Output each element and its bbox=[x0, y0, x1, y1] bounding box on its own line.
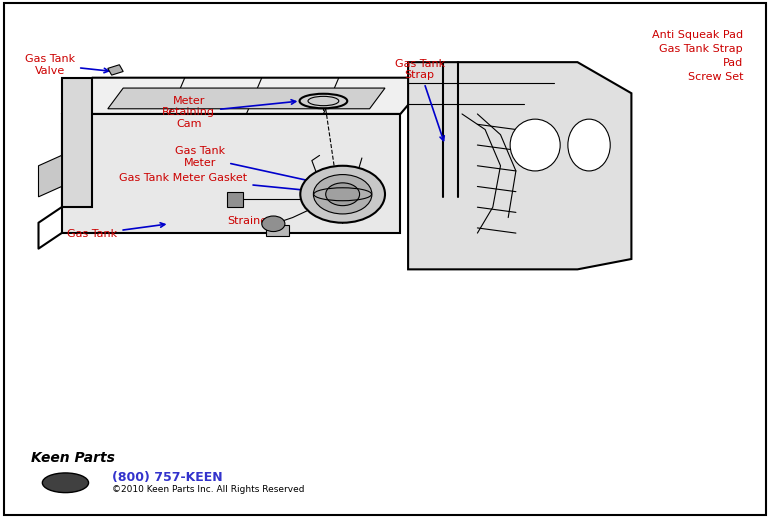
Text: Gas Tank Strap: Gas Tank Strap bbox=[659, 44, 743, 54]
Polygon shape bbox=[38, 155, 62, 197]
Polygon shape bbox=[62, 114, 400, 233]
Text: Screw Set: Screw Set bbox=[688, 72, 743, 82]
Text: Keen Parts: Keen Parts bbox=[31, 451, 115, 466]
Text: Gas Tank: Gas Tank bbox=[67, 223, 165, 239]
Circle shape bbox=[262, 216, 285, 232]
Text: Gas Tank Meter Gasket: Gas Tank Meter Gasket bbox=[119, 173, 326, 194]
Polygon shape bbox=[62, 78, 92, 207]
Polygon shape bbox=[227, 192, 243, 207]
Polygon shape bbox=[408, 62, 631, 269]
Ellipse shape bbox=[510, 119, 560, 171]
Ellipse shape bbox=[568, 119, 610, 171]
Text: (800) 757-KEEN: (800) 757-KEEN bbox=[112, 471, 223, 484]
Polygon shape bbox=[266, 225, 289, 236]
Ellipse shape bbox=[42, 473, 89, 493]
Circle shape bbox=[326, 183, 360, 206]
Text: Gas Tank
Valve: Gas Tank Valve bbox=[25, 54, 109, 76]
Text: Anti Squeak Pad: Anti Squeak Pad bbox=[652, 30, 743, 40]
Polygon shape bbox=[108, 88, 385, 109]
Text: Gas Tank
Meter: Gas Tank Meter bbox=[175, 146, 319, 184]
Polygon shape bbox=[62, 78, 431, 114]
Text: Meter
Retaining
Cam: Meter Retaining Cam bbox=[162, 96, 296, 129]
Circle shape bbox=[313, 175, 372, 214]
Text: Gas Tank
Strap: Gas Tank Strap bbox=[394, 59, 445, 141]
Text: Pad: Pad bbox=[723, 58, 743, 68]
Polygon shape bbox=[108, 65, 123, 75]
Circle shape bbox=[300, 166, 385, 223]
Text: Strainer: Strainer bbox=[227, 215, 274, 230]
Text: ©2010 Keen Parts Inc. All Rights Reserved: ©2010 Keen Parts Inc. All Rights Reserve… bbox=[112, 485, 304, 494]
